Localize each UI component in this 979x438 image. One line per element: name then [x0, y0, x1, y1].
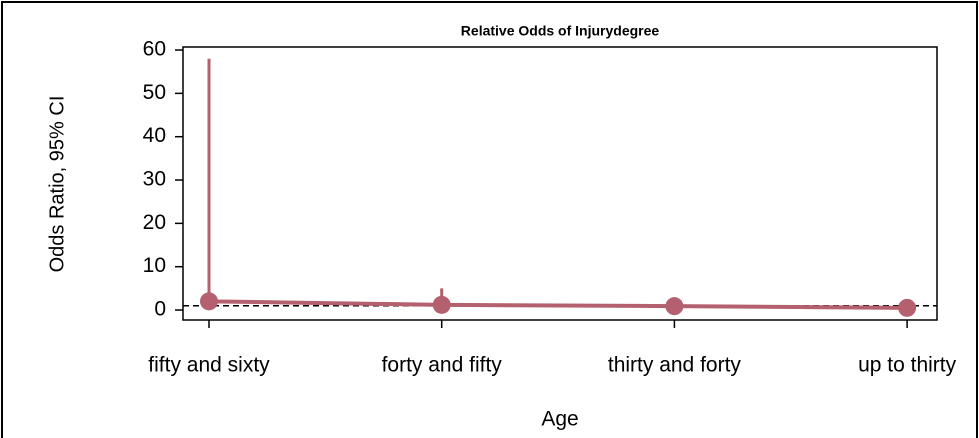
- y-tick-label: 0: [154, 298, 166, 321]
- y-tick-label: 60: [143, 38, 166, 61]
- odds-line: [208, 299, 908, 310]
- x-tick-label: fifty and sixty: [148, 354, 270, 377]
- odds-point: [200, 292, 218, 311]
- x-tick-label: up to thirty: [858, 354, 957, 377]
- x-tick-label: forty and fifty: [382, 354, 503, 377]
- y-axis-label: Odds Ratio, 95% CI: [46, 96, 68, 273]
- y-tick-label: 10: [143, 254, 166, 277]
- x-axis-label: Age: [541, 408, 578, 431]
- y-tick-label: 50: [143, 81, 166, 104]
- y-tick-label: 30: [143, 168, 166, 191]
- x-tick-label: thirty and forty: [608, 354, 742, 377]
- y-tick-label: 20: [143, 211, 166, 234]
- odds-point: [432, 295, 451, 314]
- chart-title: Relative Odds of Injurydegree: [461, 23, 660, 39]
- plot-box: [182, 46, 938, 321]
- y-tick-label: 40: [143, 124, 166, 147]
- odds-point: [665, 297, 684, 316]
- odds-point: [898, 298, 917, 317]
